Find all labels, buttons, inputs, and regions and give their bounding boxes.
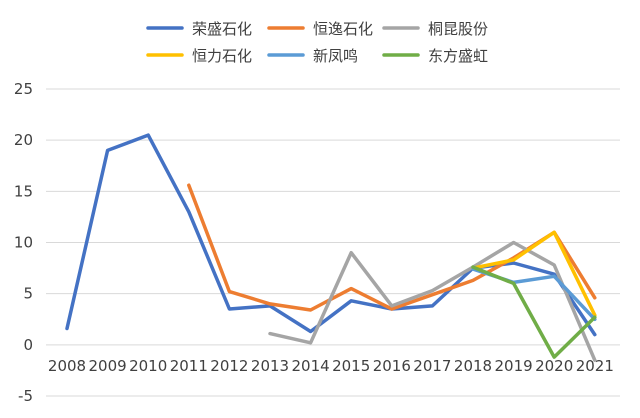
x-tick-label: 2012: [210, 357, 248, 375]
series-lines: [65, 133, 597, 362]
y-axis: -5 0 5 10 15 20 25: [14, 80, 33, 405]
y-tick-label: 0: [23, 336, 33, 354]
series-line: [471, 265, 597, 359]
legend-label: 新凤鸣: [313, 47, 358, 65]
legend-label: 桐昆股份: [428, 20, 488, 38]
legend-label: 东方盛虹: [428, 47, 488, 65]
x-tick-label: 2016: [373, 357, 411, 375]
y-tick-label: 10: [14, 234, 33, 252]
x-tick-label: 2009: [89, 357, 127, 375]
x-tick-label: 2019: [495, 357, 533, 375]
x-tick-label: 2015: [332, 357, 370, 375]
y-tick-label: 5: [23, 285, 33, 303]
x-axis: 2008 2009 2010 2011 2012 2013 2014 2015 2016 2017…: [48, 357, 614, 375]
y-tick-label: 25: [14, 80, 33, 98]
legend-label: 恒力石化: [192, 47, 252, 65]
x-tick-label: 2008: [48, 357, 86, 375]
x-tick-label: 2021: [576, 357, 614, 375]
legend-label: 荣盛石化: [192, 20, 252, 38]
y-tick-label: 20: [14, 131, 33, 149]
gridlines: [46, 88, 620, 397]
x-tick-label: 2010: [129, 357, 167, 375]
series-line: [65, 133, 597, 337]
x-tick-label: 2017: [413, 357, 451, 375]
x-tick-label: 2020: [535, 357, 573, 375]
series-line: [471, 230, 597, 317]
y-tick-label: 15: [14, 182, 33, 200]
y-tick-label: -5: [18, 387, 33, 405]
legend-label: 恒逸石化: [313, 20, 373, 38]
x-tick-label: 2014: [292, 357, 330, 375]
x-tick-label: 2018: [454, 357, 492, 375]
series-line: [268, 240, 597, 362]
x-tick-label: 2013: [251, 357, 289, 375]
x-tick-label: 2011: [170, 357, 208, 375]
